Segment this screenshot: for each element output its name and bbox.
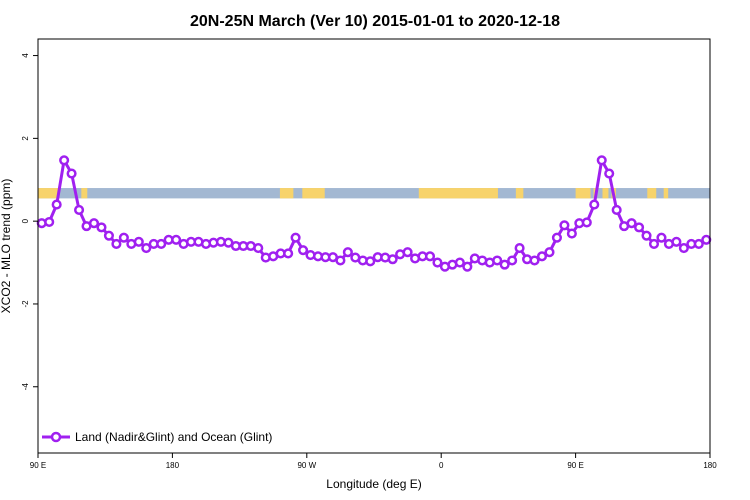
data-point (678, 243, 689, 254)
data-point (253, 243, 264, 254)
x-tick-label: 180 (703, 461, 717, 470)
legend-label: Land (Nadir&Glint) and Ocean (Glint) (75, 430, 272, 444)
x-tick-label: 0 (439, 461, 444, 470)
y-tick-label: -4 (21, 383, 30, 391)
plot-frame (37, 38, 711, 454)
y-tick-label: 0 (21, 218, 30, 223)
data-point (514, 243, 525, 254)
land-segment (663, 188, 669, 199)
land-ocean-band (38, 188, 710, 199)
data-point (529, 255, 540, 266)
legend-marker-swatch (50, 431, 62, 443)
data-point (671, 236, 682, 247)
land-segment (418, 188, 498, 199)
data-point (507, 255, 518, 266)
y-tick-label: 2 (21, 136, 30, 141)
data-point (566, 228, 577, 239)
data-point (111, 238, 122, 249)
data-point (283, 248, 294, 259)
land-segment (302, 188, 325, 199)
data-point (335, 255, 346, 266)
land-segment (279, 188, 294, 199)
data-point (74, 204, 85, 216)
data-point (648, 238, 660, 249)
data-point (536, 251, 548, 262)
data-point (298, 245, 309, 256)
data-point (387, 254, 398, 265)
data-point (701, 234, 712, 245)
data-point (604, 168, 615, 179)
data-point (462, 261, 473, 272)
land-segment (575, 188, 591, 199)
data-point (581, 217, 592, 228)
data-point (171, 234, 182, 245)
y-tick-label: 4 (21, 53, 30, 58)
data-point (156, 238, 167, 249)
y-axis-ticks: -4 -2 0 2 4 (21, 53, 38, 391)
x-axis-label: Longitude (deg E) (326, 477, 421, 491)
x-tick-label: 180 (166, 461, 180, 470)
data-point (402, 247, 413, 258)
data-point (656, 232, 667, 243)
data-point (626, 218, 637, 229)
y-axis-label: XCO2 - MLO trend (ppm) (0, 179, 13, 314)
x-tick-label: 90 E (567, 461, 583, 470)
land-segment (602, 188, 609, 199)
data-point (641, 230, 652, 241)
data-point (51, 199, 62, 210)
data-point (611, 204, 622, 216)
data-point (559, 220, 570, 231)
series-point-layer (36, 155, 712, 272)
land-segment (515, 188, 524, 199)
data-point (342, 247, 353, 258)
data-point (693, 238, 704, 249)
data-point (96, 222, 107, 233)
data-point (544, 247, 555, 258)
x-tick-label: 90 E (30, 461, 46, 470)
y-tick-label: -2 (21, 300, 30, 308)
data-point (551, 232, 562, 243)
data-point (499, 259, 510, 270)
data-point (118, 232, 129, 243)
data-point (290, 232, 301, 243)
data-point (432, 257, 443, 268)
data-point (88, 218, 100, 229)
data-point (44, 216, 55, 228)
x-axis-ticks: 90 E 180 90 W 0 90 E 180 (30, 453, 717, 470)
ocean-band (38, 188, 710, 199)
data-point (133, 236, 144, 247)
data-point (66, 168, 77, 179)
data-point (141, 243, 152, 254)
data-point (492, 255, 503, 266)
data-point (589, 199, 600, 210)
legend: Land (Nadir&Glint) and Ocean (Glint) (42, 430, 272, 444)
data-point (365, 256, 376, 267)
land-segment (647, 188, 657, 199)
data-point (454, 257, 465, 268)
land-segment (38, 188, 59, 199)
data-point (634, 222, 645, 233)
chart-title: 20N-25N March (Ver 10) 2015-01-01 to 202… (190, 13, 560, 30)
data-point (596, 155, 607, 166)
data-point (59, 155, 70, 166)
data-point (424, 251, 436, 262)
x-tick-label: 90 W (297, 461, 316, 470)
land-segment (81, 188, 88, 199)
data-point (103, 230, 114, 241)
